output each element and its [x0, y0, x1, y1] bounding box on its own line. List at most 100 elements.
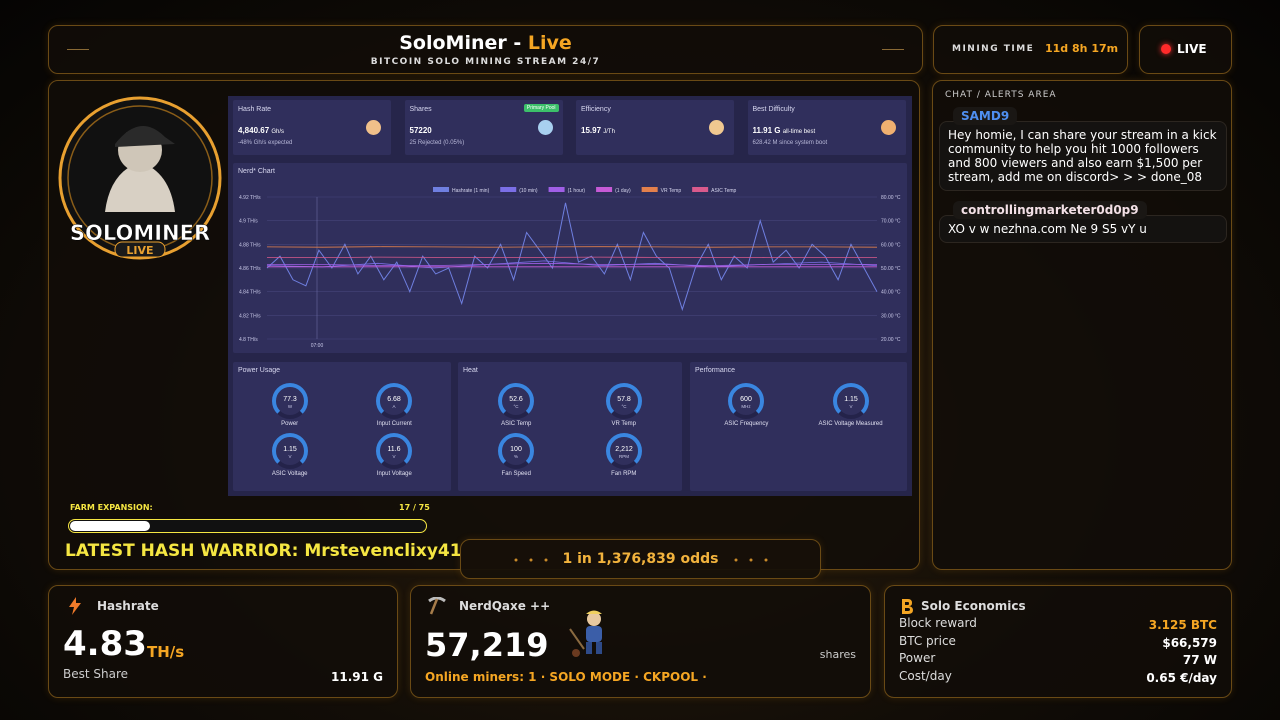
- title-text: SoloMiner -: [399, 32, 528, 54]
- gauge-label: Input Voltage: [376, 471, 412, 477]
- legend-label: (10 min): [519, 188, 538, 194]
- gauge-arc: [376, 383, 413, 414]
- hashrate-card: Hashrate 4.83 TH/s Best Share 11.91 G: [48, 585, 398, 698]
- gauge-label: Fan Speed: [501, 471, 531, 477]
- stat-unit: J/Th: [603, 129, 615, 135]
- card-title: Hashrate: [97, 599, 159, 613]
- gauge-label: ASIC Frequency: [724, 421, 769, 427]
- gauge-unit: W: [288, 404, 293, 409]
- chart: 4.92 TH/s 4.9 TH/s 4.88 TH/s 4.86 TH/s 4.84 …: [239, 187, 901, 349]
- hashrate-value: 4.83: [63, 624, 147, 664]
- farm-label: FARM EXPANSION:: [70, 503, 153, 512]
- stat-title: Best Difficulty: [752, 106, 795, 113]
- stat-icon: [537, 120, 553, 135]
- stat-note: 628.42 M since system boot: [752, 140, 828, 146]
- series-line: [266, 246, 878, 248]
- dashboard: Hash Rate 4,840.67 Gh/s -48% Gh/s expected…: [228, 96, 912, 496]
- gauge-arc: [271, 383, 308, 414]
- hash-warrior-label: LATEST HASH WARRIOR:: [65, 541, 299, 561]
- y-tick-label: 4.8 TH/s: [239, 337, 258, 343]
- legend-label: (1 day): [615, 188, 631, 194]
- logo-tag: LIVE: [126, 244, 153, 257]
- gauge-value: 11.6: [388, 446, 401, 453]
- y-tick-label: 4.92 TH/s: [239, 195, 261, 201]
- gauge: 6.68A: [376, 383, 413, 419]
- gauge-unit: RPM: [619, 454, 629, 459]
- odds-text: 1 in 1,376,839 odds: [562, 551, 719, 567]
- gauge-unit: V: [393, 454, 396, 459]
- title: SoloMiner - Live: [49, 32, 922, 54]
- deco-line: [67, 49, 89, 50]
- stat-value: 15.97 J/Th: [581, 126, 615, 135]
- gauge-unit: %: [514, 454, 518, 459]
- gauge: 77.3W: [271, 383, 308, 419]
- title-highlight: Live: [527, 32, 572, 54]
- card-title: Solo Economics: [921, 599, 1026, 613]
- y-tick-label: 4.9 TH/s: [239, 219, 258, 225]
- econ-label: Block reward: [899, 616, 977, 630]
- y2-tick-label: 50.00 °C: [881, 266, 901, 272]
- gauge-value: 1.15: [844, 396, 858, 403]
- y2-tick-label: 70.00 °C: [881, 219, 901, 225]
- logo: SOLOMINER LIVE: [58, 96, 222, 260]
- gauge-arc: [605, 433, 642, 464]
- stat-number: 11.91 G: [752, 126, 781, 135]
- gauge-label: Input Current: [376, 421, 412, 427]
- best-share-label: Best Share: [63, 667, 129, 681]
- gauge-label: ASIC Voltage Measured: [818, 421, 883, 427]
- logo-name: SOLOMINER: [70, 221, 210, 245]
- gauge-value: 52.6: [509, 396, 523, 403]
- chart-title: Nerd* Chart: [238, 168, 275, 175]
- gauge-value: 100: [510, 446, 522, 453]
- legend-label: (1 hour): [568, 188, 586, 194]
- y2-tick-label: 20.00 °C: [881, 337, 901, 343]
- gauge-value: 2,212: [615, 446, 633, 453]
- stat-number: 15.97: [581, 126, 602, 135]
- legend-swatch: [500, 187, 517, 192]
- stat-icon: [709, 120, 724, 135]
- legend-label: VR Temp: [661, 188, 682, 194]
- stat-title: Efficiency: [581, 106, 611, 113]
- gauge-unit: °C: [514, 404, 520, 409]
- econ-value: 0.65 €/day: [1146, 670, 1217, 685]
- miner-figure: [569, 610, 602, 657]
- legend-label: Hashrate (1 min): [452, 188, 490, 194]
- chat-message: XO v w nezhna.com Ne 9 S5 vY u: [939, 215, 1227, 243]
- gauge-label: ASIC Temp: [501, 421, 532, 427]
- legend-swatch: [596, 187, 613, 192]
- series-line: [266, 256, 878, 259]
- farm-separator: /: [412, 503, 416, 512]
- y2-tick-label: 40.00 °C: [881, 290, 901, 296]
- logo-cap: [115, 126, 175, 147]
- series-line: [266, 202, 878, 312]
- stat-note: -48% Gh/s expected: [238, 140, 293, 146]
- gauge-value: 600: [741, 396, 753, 403]
- odds-dots: [514, 558, 768, 562]
- y-tick-label: 4.88 TH/s: [239, 242, 261, 248]
- series-line: [267, 262, 877, 267]
- gauge-value: 1.15: [283, 446, 297, 453]
- stat-card: Best Difficulty 11.91 G all-time best 628.…: [747, 100, 906, 155]
- legend-swatch: [548, 187, 565, 192]
- miner-card: NerdQaxe ++ 57,219 shares Online miners:…: [410, 585, 871, 698]
- legend-swatch: [433, 187, 449, 192]
- chart-panel: Nerd* Chart 4.92 TH/s 4.9 TH/s 4.88 TH/s 4.8…: [233, 163, 907, 353]
- gauge: 1.15V: [832, 383, 869, 419]
- econ-value: $66,579: [1162, 635, 1217, 650]
- y2-tick-label: 80.00 °C: [881, 195, 901, 201]
- mining-time-value: 11d 8h 17m: [1045, 42, 1119, 55]
- gauge-arc: [376, 433, 413, 464]
- y-tick-label: 4.86 TH/s: [239, 266, 261, 272]
- panel-title: Performance: [695, 367, 736, 374]
- shares-value: 57,219: [425, 626, 549, 664]
- legend-swatch: [692, 187, 709, 192]
- gauge-panel: Performance 600 MHz ASIC Frequency 1.15 V ASIC…: [690, 362, 907, 491]
- stat-note: 25 Rejected (0.05%): [409, 140, 465, 146]
- econ-label: Power: [899, 651, 936, 665]
- chat-user: controllingmarketer0d0p9: [953, 201, 1147, 219]
- stat-badge: Primary Pool: [523, 104, 559, 112]
- gauge: 1.15V: [271, 433, 308, 469]
- gauge-unit: MHz: [742, 404, 752, 409]
